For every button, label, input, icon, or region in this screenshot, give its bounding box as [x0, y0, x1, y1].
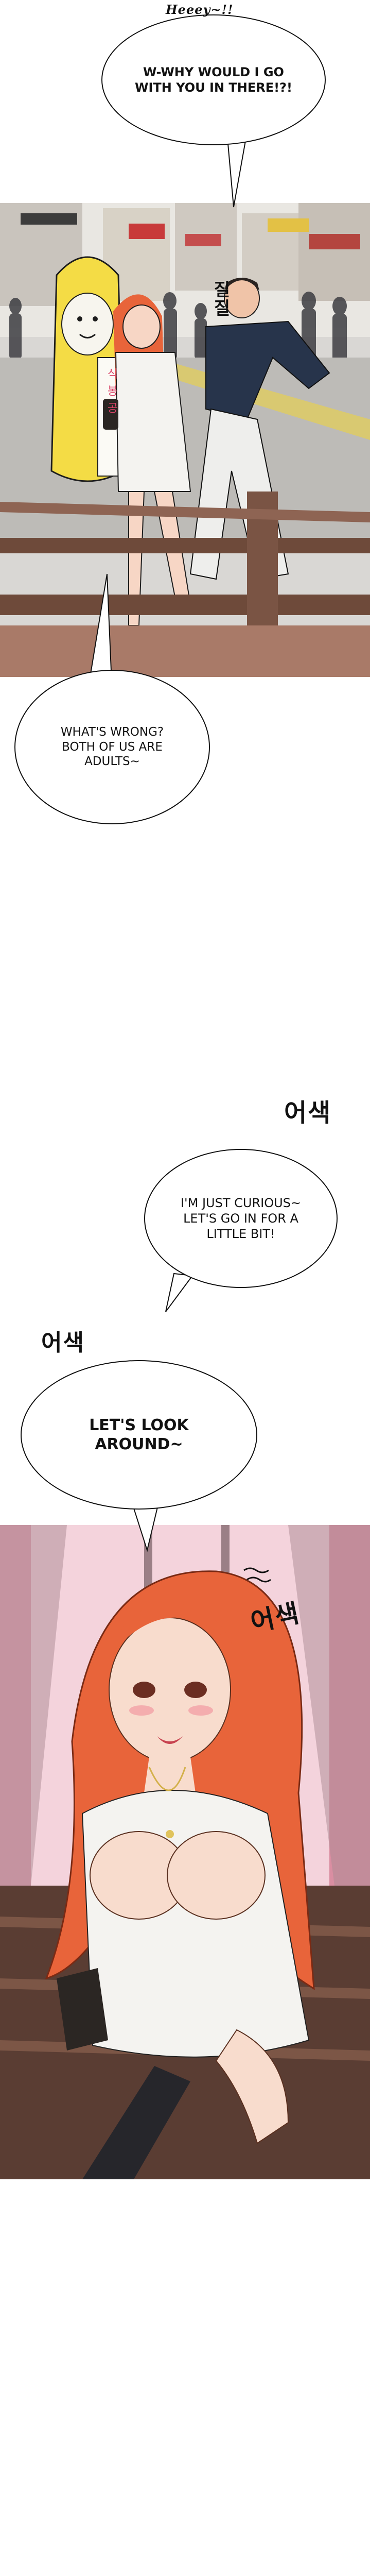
tug-sfx: 질질	[208, 280, 233, 317]
heeey-sfx: Heeey~!!	[166, 2, 234, 17]
speech-bubble-why-go: W-WHY WOULD I GO WITH YOU IN THERE!?!	[101, 14, 326, 145]
bubble-line: WHAT'S WRONG?	[37, 725, 187, 740]
panel-street-scene: 질질 식 봉 공	[0, 203, 370, 677]
bubble-line: LET'S GO IN FOR A	[166, 1211, 315, 1226]
speech-bubble-curious: I'M JUST CURIOUS~ LET'S GO IN FOR A LITT…	[144, 1149, 338, 1288]
bubble-line: LET'S LOOK	[47, 1416, 231, 1435]
speech-bubble-look-around: LET'S LOOK AROUND~	[21, 1360, 257, 1510]
bubble-line: BOTH OF US ARE	[37, 740, 187, 755]
bubble-line: AROUND~	[47, 1435, 231, 1454]
mascot-sign-text: 식 봉 공	[103, 368, 119, 414]
speech-bubble-tail	[81, 573, 112, 676]
bubble-line: LITTLE BIT!	[166, 1226, 315, 1242]
speech-bubble-tail	[164, 1273, 195, 1314]
bubble-line: I'M JUST CURIOUS~	[166, 1195, 315, 1211]
worry-marks-icon	[242, 1565, 273, 1586]
awkward-sfx-1: 어색	[284, 1092, 331, 1128]
bubble-line: WITH YOU IN THERE!?!	[127, 80, 301, 95]
closeup-illustration	[0, 1525, 370, 2179]
speech-bubble-tail	[226, 137, 247, 209]
bubble-line: W-WHY WOULD I GO	[127, 64, 301, 80]
speech-bubble-whats-wrong: WHAT'S WRONG? BOTH OF US ARE ADULTS~	[14, 670, 210, 824]
awkward-sfx-2: 어색	[41, 1324, 85, 1357]
bubble-line: ADULTS~	[37, 754, 187, 769]
street-scene-illustration	[0, 203, 370, 677]
panel-closeup: 어색	[0, 1525, 370, 2179]
